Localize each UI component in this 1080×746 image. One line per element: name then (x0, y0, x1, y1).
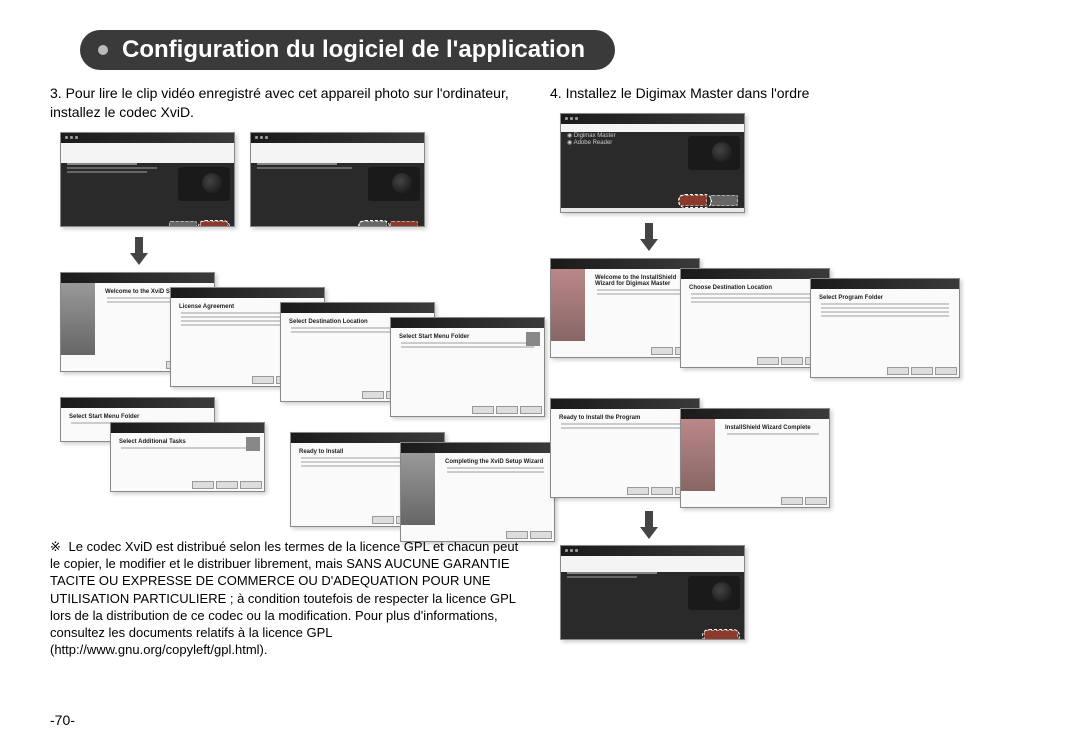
installer-thumb-1 (60, 132, 235, 227)
note-marker: ※ (50, 538, 61, 555)
page: Configuration du logiciel de l'applicati… (0, 0, 1080, 746)
wizard-title: Select Additional Tasks (119, 439, 256, 445)
wizard-welcome-thumb-r: Welcome to the InstallShield Wizard for … (550, 258, 700, 358)
wizard-title: Select Start Menu Folder (69, 414, 206, 420)
section-header: Configuration du logiciel de l'applicati… (80, 30, 615, 70)
wizard-title: Completing the XviD Setup Wizard (445, 459, 546, 465)
wizard-title: Choose Destination Location (689, 285, 821, 291)
right-screenshot-gallery: ◉ Digimax Master ◉ Adobe Reader (550, 113, 1030, 633)
camera-icon (688, 136, 740, 170)
step-3-number: 3. (50, 85, 62, 101)
wizard-title: Welcome to the InstallShield Wizard for … (595, 275, 691, 287)
left-screenshot-gallery: Welcome to the XviD Setup Wizard License… (50, 132, 530, 532)
setup-icon (246, 437, 260, 451)
step-3-body: Pour lire le clip vidéo enregistré avec … (50, 85, 509, 120)
wizard-title: Select Program Folder (819, 295, 951, 301)
arrow-down-icon (130, 237, 148, 265)
wizard-ready-thumb-r: Ready to Install the Program (550, 398, 700, 498)
installer-select-thumb: ◉ Digimax Master ◉ Adobe Reader (560, 113, 745, 213)
wizard-tasks-thumb: Select Additional Tasks (110, 422, 265, 492)
arrow-down-icon (640, 511, 658, 539)
previous-button (169, 221, 197, 227)
wizard-title: InstallShield Wizard Complete (725, 425, 821, 431)
wizard-complete-thumb-r: InstallShield Wizard Complete (680, 408, 830, 508)
installer-thumb-2 (250, 132, 425, 227)
install-button (390, 221, 418, 227)
gpl-note: ※ Le codec XviD est distribué selon les … (50, 538, 530, 659)
header-bullet-icon (98, 45, 108, 55)
installer-final-thumb (560, 545, 745, 640)
wizard-title: Ready to Install the Program (559, 415, 691, 421)
content-columns: 3. Pour lire le clip vidéo enregistré av… (50, 84, 1030, 659)
page-number: -70- (50, 712, 75, 728)
step-4-body: Installez le Digimax Master dans l'ordre (566, 85, 810, 101)
step-3-text: 3. Pour lire le clip vidéo enregistré av… (50, 84, 530, 122)
camera-icon (368, 167, 420, 201)
camera-icon (688, 576, 740, 610)
wizard-folder-thumb-r: Select Program Folder (810, 278, 960, 378)
setup-icon (526, 332, 540, 346)
step-4-number: 4. (550, 85, 562, 101)
right-column: 4. Installez le Digimax Master dans l'or… (550, 84, 1030, 659)
wizard-destination-thumb-r: Choose Destination Location (680, 268, 830, 368)
note-body: Le codec XviD est distribué selon les te… (50, 539, 518, 658)
arrow-down-icon (640, 223, 658, 251)
step-4-text: 4. Installez le Digimax Master dans l'or… (550, 84, 1030, 103)
section-title: Configuration du logiciel de l'applicati… (122, 36, 585, 64)
wizard-title: Select Start Menu Folder (399, 334, 536, 340)
cancel-button (710, 195, 738, 206)
left-column: 3. Pour lire le clip vidéo enregistré av… (50, 84, 530, 659)
wizard-completing-thumb: Completing the XviD Setup Wizard (400, 442, 555, 542)
wizard-startmenu-thumb: Select Start Menu Folder (390, 317, 545, 417)
camera-icon (178, 167, 230, 201)
